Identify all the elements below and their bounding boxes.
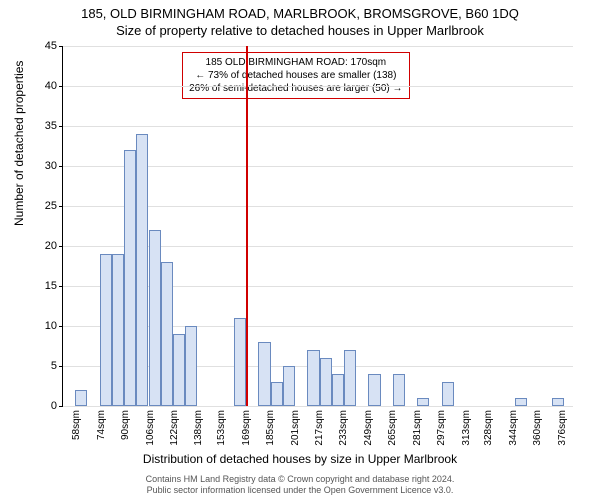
x-tick-label: 344sqm	[508, 406, 519, 446]
annotation-line: 185 OLD BIRMINGHAM ROAD: 170sqm	[189, 56, 402, 69]
histogram-bar	[515, 398, 527, 406]
x-tick-label: 58sqm	[71, 406, 82, 440]
footer: Contains HM Land Registry data © Crown c…	[0, 474, 600, 496]
x-tick-label: 249sqm	[363, 406, 374, 446]
x-tick-label: 265sqm	[387, 406, 398, 446]
x-tick-label: 122sqm	[169, 406, 180, 446]
y-tick-label: 15	[45, 280, 63, 292]
histogram-bar	[149, 230, 161, 406]
histogram-bar	[283, 366, 295, 406]
x-tick-label: 138sqm	[193, 406, 204, 446]
histogram-bar	[161, 262, 173, 406]
y-tick-label: 35	[45, 120, 63, 132]
y-tick-label: 0	[51, 400, 63, 412]
annotation-line: 26% of semi-detached houses are larger (…	[189, 82, 402, 95]
x-tick-label: 360sqm	[532, 406, 543, 446]
page-title: 185, OLD BIRMINGHAM ROAD, MARLBROOK, BRO…	[0, 0, 600, 21]
reference-line	[246, 46, 248, 406]
chart-container: 185, OLD BIRMINGHAM ROAD, MARLBROOK, BRO…	[0, 0, 600, 500]
histogram-bar	[185, 326, 197, 406]
y-tick-label: 40	[45, 80, 63, 92]
x-tick-label: 217sqm	[314, 406, 325, 446]
footer-line: Public sector information licensed under…	[0, 485, 600, 496]
histogram-bar	[332, 374, 344, 406]
histogram-bar	[368, 374, 380, 406]
histogram-bar	[100, 254, 112, 406]
chart-subtitle: Size of property relative to detached ho…	[0, 21, 600, 38]
histogram-bar	[417, 398, 429, 406]
x-tick-label: 297sqm	[436, 406, 447, 446]
annotation-box: 185 OLD BIRMINGHAM ROAD: 170sqm ← 73% of…	[182, 52, 409, 99]
histogram-bar	[344, 350, 356, 406]
footer-line: Contains HM Land Registry data © Crown c…	[0, 474, 600, 485]
histogram-bar	[393, 374, 405, 406]
histogram-bar	[173, 334, 185, 406]
x-tick-label: 281sqm	[412, 406, 423, 446]
y-tick-label: 5	[51, 360, 63, 372]
histogram-bar	[552, 398, 564, 406]
histogram-bar	[75, 390, 87, 406]
y-axis-label: Number of detached properties	[12, 61, 26, 226]
x-tick-label: 74sqm	[96, 406, 107, 440]
histogram-bar	[112, 254, 124, 406]
gridline	[63, 46, 573, 47]
histogram-bar	[234, 318, 246, 406]
x-axis-label: Distribution of detached houses by size …	[0, 452, 600, 466]
x-tick-label: 376sqm	[557, 406, 568, 446]
histogram-bar	[442, 382, 454, 406]
x-tick-label: 106sqm	[145, 406, 156, 446]
x-tick-label: 313sqm	[461, 406, 472, 446]
histogram-bar	[258, 342, 270, 406]
annotation-line: ← 73% of detached houses are smaller (13…	[189, 69, 402, 82]
histogram-bar	[271, 382, 283, 406]
y-tick-label: 45	[45, 40, 63, 52]
x-tick-label: 328sqm	[483, 406, 494, 446]
y-tick-label: 25	[45, 200, 63, 212]
x-tick-label: 90sqm	[120, 406, 131, 440]
gridline	[63, 126, 573, 127]
histogram-bar	[136, 134, 148, 406]
x-tick-label: 233sqm	[338, 406, 349, 446]
y-tick-label: 30	[45, 160, 63, 172]
y-tick-label: 20	[45, 240, 63, 252]
x-tick-label: 201sqm	[290, 406, 301, 446]
gridline	[63, 86, 573, 87]
histogram-bar	[307, 350, 319, 406]
x-tick-label: 153sqm	[216, 406, 227, 446]
plot-area: 185 OLD BIRMINGHAM ROAD: 170sqm ← 73% of…	[62, 46, 573, 407]
histogram-bar	[320, 358, 332, 406]
x-tick-label: 169sqm	[241, 406, 252, 446]
histogram-bar	[124, 150, 136, 406]
x-tick-label: 185sqm	[265, 406, 276, 446]
y-tick-label: 10	[45, 320, 63, 332]
